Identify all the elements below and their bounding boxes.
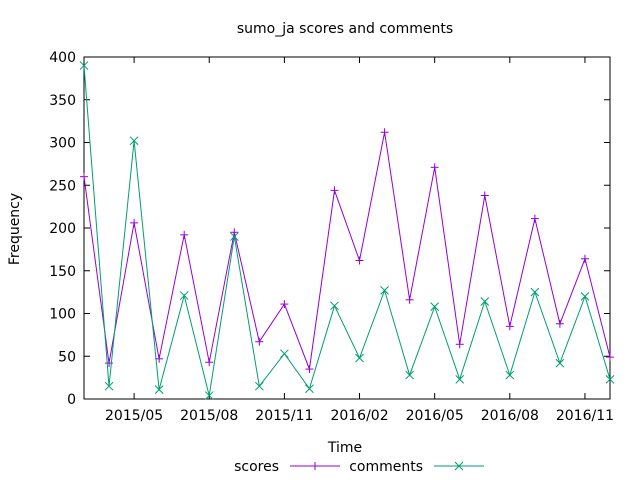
scores-point xyxy=(305,365,314,374)
y-tick-label: 100 xyxy=(49,307,76,323)
x-tick-label: 2016/05 xyxy=(406,408,464,424)
scores-point xyxy=(580,254,589,263)
y-tick-label: 400 xyxy=(49,50,76,66)
scores-point xyxy=(180,230,189,239)
comments-point xyxy=(229,232,239,241)
y-axis-label: Frequency xyxy=(7,193,23,265)
comments-point xyxy=(505,370,515,380)
scores-point xyxy=(280,300,289,309)
comments-point xyxy=(129,136,139,146)
scores-point xyxy=(430,163,439,172)
scores-point xyxy=(530,214,539,223)
comments-point xyxy=(305,384,314,394)
comments-point xyxy=(204,391,214,400)
legend-marker-scores xyxy=(311,462,319,470)
y-tick-label: 250 xyxy=(49,178,76,194)
chart-title: sumo_ja scores and comments xyxy=(237,21,453,37)
legend-label-scores: scores xyxy=(234,459,279,475)
x-tick-label: 2015/11 xyxy=(255,408,313,424)
y-tick-label: 0 xyxy=(67,392,76,408)
y-axis: 0 50 100 150 200 250 300 350 400 xyxy=(49,50,610,408)
comments-point xyxy=(104,381,114,391)
comments-point xyxy=(154,385,164,394)
comments-point xyxy=(79,61,89,70)
scores-point xyxy=(606,353,614,362)
comments-point xyxy=(330,301,339,311)
legend-marker-comments xyxy=(454,461,464,471)
scores-line xyxy=(83,132,611,372)
x-axis-label: Time xyxy=(327,440,362,456)
comments-point xyxy=(355,353,364,363)
x-tick-label: 2016/11 xyxy=(556,408,614,424)
plot-area xyxy=(79,61,615,400)
y-tick-label: 200 xyxy=(49,221,76,237)
comments-point xyxy=(455,374,465,384)
comments-point xyxy=(430,302,440,312)
scores-point xyxy=(555,319,564,328)
comments-point xyxy=(405,370,414,380)
scores-point xyxy=(505,322,514,331)
y-tick-label: 300 xyxy=(49,136,76,152)
y-tick-label: 350 xyxy=(49,93,76,109)
scores-series xyxy=(80,128,614,374)
scores-point xyxy=(330,186,339,195)
y-tick-label: 150 xyxy=(49,264,76,280)
x-tick-label: 2016/02 xyxy=(330,408,388,424)
legend: scores comments xyxy=(234,459,484,475)
scores-point xyxy=(455,340,464,349)
comments-point xyxy=(480,297,490,306)
scores-point xyxy=(130,218,139,227)
scores-point xyxy=(255,337,264,346)
x-tick-label: 2015/08 xyxy=(180,408,238,424)
y-tick-label: 50 xyxy=(58,349,76,365)
comments-point xyxy=(179,291,189,300)
comments-point xyxy=(530,287,540,297)
comments-point xyxy=(555,358,565,368)
comments-series xyxy=(79,61,615,400)
scores-point xyxy=(80,172,88,181)
scores-point xyxy=(355,256,364,265)
comments-point xyxy=(605,374,615,384)
scores-point xyxy=(405,295,414,304)
comments-point xyxy=(380,286,389,295)
scores-point xyxy=(380,128,389,137)
x-tick-label: 2015/05 xyxy=(105,408,163,424)
scores-point xyxy=(230,228,239,237)
scores-point xyxy=(480,191,489,200)
x-tick-label: 2016/08 xyxy=(481,408,539,424)
comments-point xyxy=(580,292,590,301)
comments-point xyxy=(254,381,264,391)
comments-line xyxy=(83,65,611,396)
x-axis: 2015/05 2015/08 2015/11 2016/02 2016/05 2016/… xyxy=(105,57,614,424)
comments-point xyxy=(280,349,289,359)
legend-label-comments: comments xyxy=(349,459,423,475)
scores-point xyxy=(205,358,214,367)
